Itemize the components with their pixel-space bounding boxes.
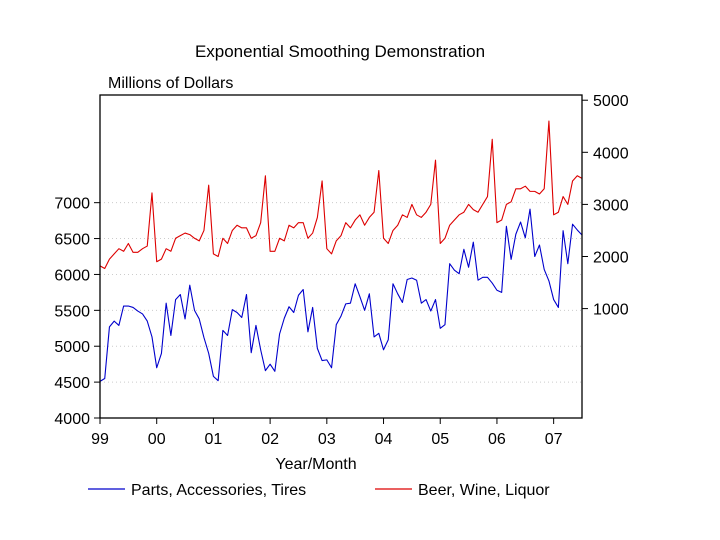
- left-tick-label: 5500: [54, 303, 90, 320]
- right-tick-label: 5000: [593, 93, 629, 110]
- series-layer: [99, 120, 583, 382]
- chart-title: Exponential Smoothing Demonstration: [195, 42, 485, 61]
- right-tick-label: 2000: [593, 250, 629, 267]
- left-tick-label: 5000: [54, 339, 90, 356]
- x-tick-label: 03: [318, 431, 336, 448]
- x-axis-label: Year/Month: [275, 456, 356, 473]
- x-tick-label: 07: [545, 431, 563, 448]
- x-tick-label: 06: [488, 431, 506, 448]
- left-axis: 4000 4500 5000 5500 6000 6500 7000: [54, 196, 100, 428]
- x-axis: 99 00 01 02 03 04 05 06 07: [91, 418, 563, 448]
- left-tick-label: 7000: [54, 196, 90, 213]
- series-line-parts: [99, 208, 583, 382]
- x-tick-label: 05: [431, 431, 449, 448]
- legend-label-parts: Parts, Accessories, Tires: [131, 482, 306, 499]
- right-axis: 1000 2000 3000 4000 5000: [582, 93, 629, 319]
- units-label: Millions of Dollars: [108, 75, 233, 92]
- x-tick-label: 99: [91, 431, 109, 448]
- series-line-beer: [99, 120, 583, 270]
- x-tick-label: 04: [375, 431, 393, 448]
- right-tick-label: 1000: [593, 302, 629, 319]
- left-tick-label: 4500: [54, 375, 90, 392]
- right-tick-label: 4000: [593, 145, 629, 162]
- right-tick-label: 3000: [593, 197, 629, 214]
- legend-label-beer: Beer, Wine, Liquor: [418, 482, 550, 499]
- grid: [100, 202, 582, 383]
- left-tick-label: 4000: [54, 411, 90, 428]
- x-tick-label: 01: [205, 431, 223, 448]
- left-tick-label: 6000: [54, 267, 90, 284]
- plot-frame: [99, 94, 583, 419]
- x-tick-label: 02: [261, 431, 279, 448]
- x-tick-label: 00: [148, 431, 166, 448]
- left-tick-label: 6500: [54, 232, 90, 249]
- legend: Parts, Accessories, Tires Beer, Wine, Li…: [88, 482, 550, 499]
